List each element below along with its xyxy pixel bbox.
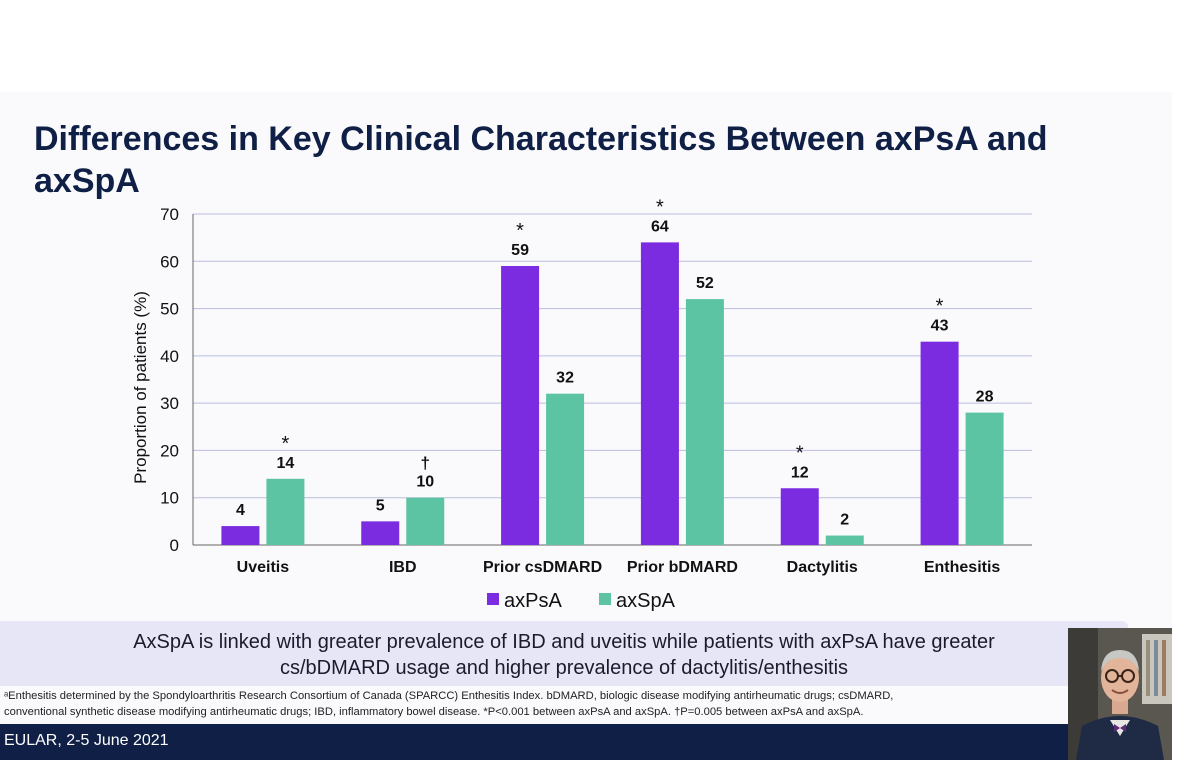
y-axis-label: Proportion of patients (%) (131, 291, 150, 484)
footer-conference: EULAR, 2-5 June 2021 (4, 732, 169, 749)
data-label: 32 (556, 370, 574, 387)
x-category-label: IBD (389, 559, 417, 576)
presenter-video (1068, 628, 1172, 760)
y-tick-label: 20 (160, 441, 179, 460)
data-label: 64 (651, 218, 669, 235)
bar-axspa-prior-bdmard (685, 299, 724, 545)
significance-marker: * (656, 196, 664, 218)
bar-axpsa-prior-csdmard (501, 266, 540, 545)
bar-axspa-enthesitis (965, 412, 1004, 545)
y-tick-label: 40 (160, 347, 179, 366)
significance-marker: † (421, 454, 430, 473)
y-tick-label: 70 (160, 205, 179, 224)
footnote-line-2: conventional synthetic disease modifying… (4, 706, 864, 718)
significance-marker: * (796, 442, 804, 464)
bar-chart: 0 10 20 30 40 50 60 70 Proportion of patients (%… (131, 196, 1032, 612)
data-label: 59 (511, 242, 529, 259)
bar-axspa-dactylitis (825, 535, 864, 545)
y-tick-label: 10 (160, 489, 179, 508)
x-category-label: Uveitis (237, 559, 290, 576)
data-label: 10 (416, 474, 434, 491)
footnote: ᵃEnthesitis determined by the Spondyloar… (4, 688, 1066, 722)
significance-marker: * (936, 296, 944, 318)
takeaway-line-2: cs/bDMARD usage and higher prevalence of… (279, 657, 849, 679)
bar-axpsa-ibd (361, 521, 400, 545)
data-label: 4 (236, 502, 245, 519)
significance-marker: * (282, 433, 290, 455)
data-label: 12 (791, 464, 809, 481)
takeaway-box: AxSpA is linked with greater prevalence … (0, 621, 1128, 686)
takeaway-line-1: AxSpA is linked with greater prevalence … (133, 631, 995, 653)
slide-title: Differences in Key Clinical Characterist… (34, 120, 1048, 200)
data-label: 5 (376, 497, 385, 514)
bar-axpsa-enthesitis (920, 341, 959, 545)
bar-axspa-prior-csdmard (546, 393, 585, 545)
footnote-line-1: ᵃEnthesitis determined by the Spondyloar… (4, 690, 894, 702)
bar-axpsa-dactylitis (780, 488, 819, 545)
y-tick-label: 60 (160, 252, 179, 271)
data-label: 2 (840, 512, 849, 529)
y-tick-label: 0 (170, 536, 179, 555)
legend-swatch-axpsa (487, 593, 499, 605)
data-label: 28 (976, 389, 994, 406)
bar-axspa-uveitis (266, 478, 305, 545)
y-tick-label: 50 (160, 300, 179, 319)
legend-swatch-axspa (599, 593, 611, 605)
footer-bar: EULAR, 2-5 June 2021 (0, 724, 1172, 760)
bar-axpsa-prior-bdmard (640, 242, 679, 545)
significance-marker: * (516, 220, 524, 242)
data-label: 14 (277, 455, 295, 472)
legend-label-axspa: axSpA (616, 590, 676, 612)
bar-axpsa-uveitis (221, 526, 260, 545)
x-category-label: Enthesitis (924, 559, 1001, 576)
x-category-label: Prior bDMARD (627, 559, 738, 576)
legend-label-axpsa: axPsA (504, 590, 562, 612)
x-category-label: Dactylitis (787, 559, 858, 576)
x-category-label: Prior csDMARD (483, 559, 602, 576)
bar-axspa-ibd (406, 497, 445, 545)
y-tick-label: 30 (160, 394, 179, 413)
data-label: 43 (931, 318, 949, 335)
presenter-icon (1068, 628, 1172, 760)
data-label: 52 (696, 275, 714, 292)
